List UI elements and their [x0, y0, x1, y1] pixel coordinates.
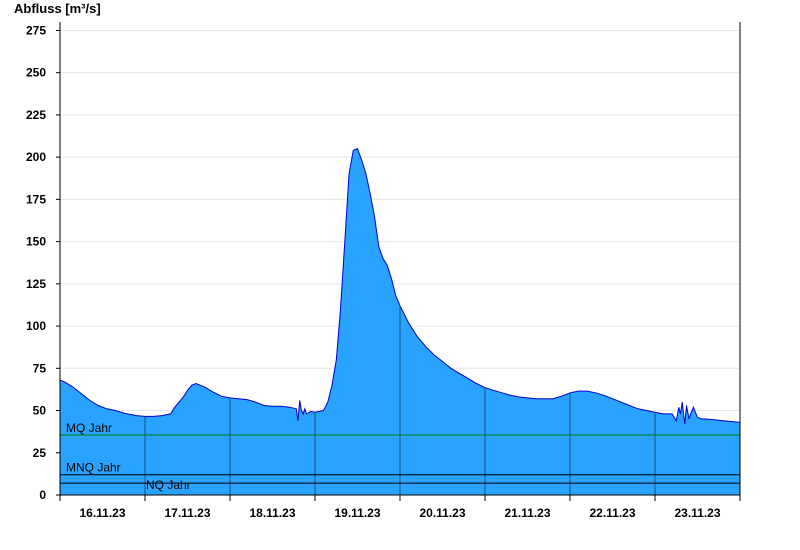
y-tick-label: 175 — [26, 192, 46, 206]
reference-line-label: MQ Jahr — [66, 421, 112, 435]
discharge-line — [59, 148, 741, 425]
reference-line-label: NQ Jahr — [146, 478, 191, 492]
y-tick-label: 125 — [26, 277, 46, 291]
y-tick-label: 75 — [33, 361, 47, 375]
x-tick-label: 21.11.23 — [504, 506, 550, 520]
x-tick-label: 18.11.23 — [249, 506, 295, 520]
x-tick-label: 16.11.23 — [79, 506, 125, 520]
reference-line-label: MNQ Jahr — [66, 461, 121, 475]
y-tick-label: 275 — [26, 23, 46, 37]
y-tick-label: 100 — [26, 319, 46, 333]
axes: 0 25 50 75 100 125 150 175 200 225 250 275 16.11.23 1… — [26, 22, 741, 520]
y-tick-label: 200 — [26, 150, 46, 164]
x-tick-label: 19.11.23 — [334, 506, 380, 520]
y-axis-label: Abfluss [m³/s] — [14, 1, 101, 16]
y-tick-label: 0 — [39, 488, 46, 502]
x-tick-label: 22.11.23 — [589, 506, 635, 520]
x-tick-label: 17.11.23 — [164, 506, 210, 520]
x-tick-label: 20.11.23 — [419, 506, 465, 520]
x-tick-label: 23.11.23 — [674, 506, 720, 520]
y-tick-label: 25 — [33, 446, 47, 460]
y-tick-label: 250 — [26, 66, 46, 80]
reference-lines: MQ Jahr MNQ Jahr NQ Jahr — [60, 421, 740, 492]
y-tick-label: 225 — [26, 108, 46, 122]
y-tick-label: 150 — [26, 235, 46, 249]
y-tick-label: 50 — [33, 404, 47, 418]
